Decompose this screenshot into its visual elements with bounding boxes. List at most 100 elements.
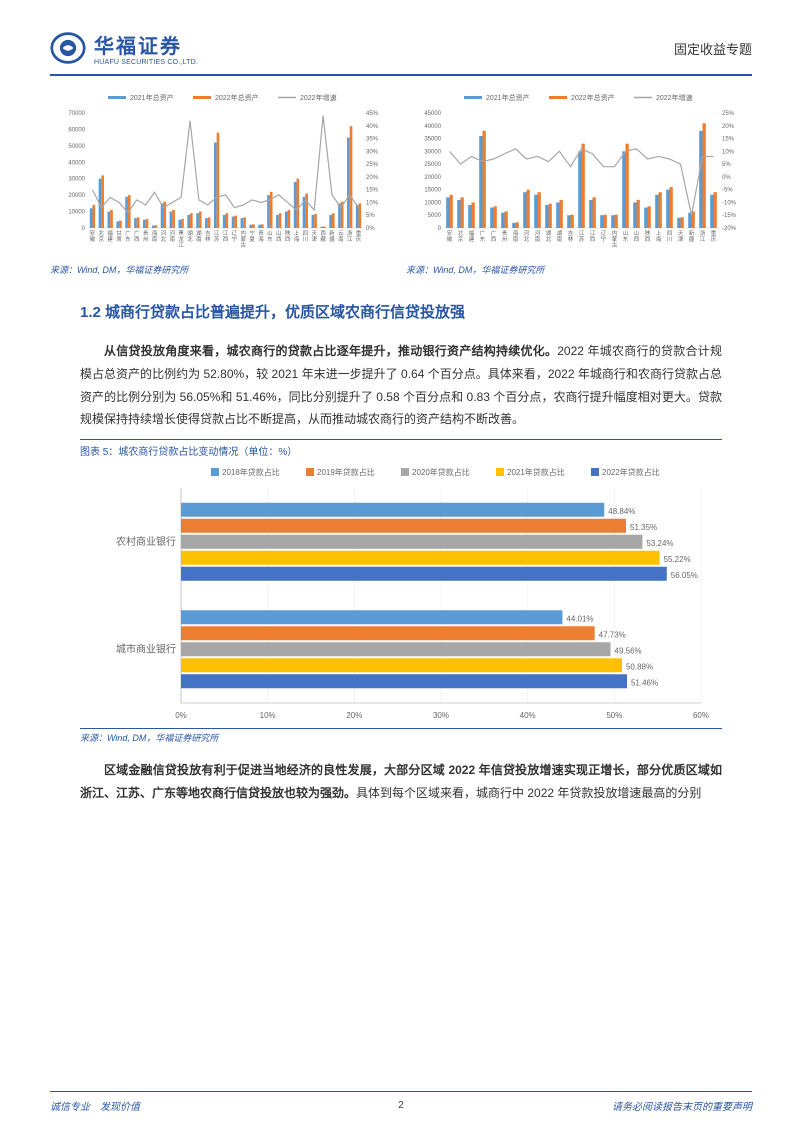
svg-text:50000: 50000 — [68, 144, 85, 150]
svg-text:广: 广 — [134, 229, 140, 237]
chart-left: 2021年总资产2022年总资产2022年增速01000020000300004… — [50, 91, 396, 256]
svg-text:-15%: -15% — [722, 213, 737, 219]
svg-text:北: 北 — [524, 235, 530, 243]
svg-text:京: 京 — [99, 235, 105, 243]
source-hbar: 来源：Wind, DM，华福证券研究所 — [80, 728, 722, 744]
svg-text:内: 内 — [240, 229, 246, 237]
svg-text:东: 东 — [623, 235, 629, 243]
svg-text:青: 青 — [258, 229, 264, 237]
svg-text:南: 南 — [535, 235, 541, 243]
svg-text:2019年贷款占比: 2019年贷款占比 — [317, 467, 375, 477]
svg-text:海: 海 — [513, 229, 519, 237]
svg-text:0%: 0% — [722, 175, 731, 181]
svg-text:上: 上 — [656, 229, 662, 237]
svg-text:新: 新 — [329, 229, 335, 237]
svg-text:51.46%: 51.46% — [631, 678, 658, 687]
svg-text:东: 东 — [125, 235, 131, 243]
svg-text:-10%: -10% — [722, 200, 737, 206]
svg-text:0%: 0% — [366, 226, 375, 232]
svg-text:西: 西 — [134, 236, 140, 243]
svg-text:30000: 30000 — [68, 177, 85, 183]
svg-text:2022年总资产: 2022年总资产 — [571, 93, 615, 102]
svg-text:海: 海 — [294, 235, 300, 243]
svg-text:2022年贷款占比: 2022年贷款占比 — [602, 467, 660, 477]
svg-text:20000: 20000 — [68, 193, 85, 199]
p1-bold: 从信贷投放角度来看，城农商行的贷款占比逐年提升，推动银行资产结构持续优化。 — [104, 344, 557, 358]
svg-text:-20%: -20% — [722, 226, 737, 232]
svg-text:蒙: 蒙 — [240, 235, 246, 243]
page-header: 华福证券 HUAFU SECURITIES CO.,LTD. 固定收益专题 — [50, 30, 752, 76]
svg-text:重: 重 — [356, 229, 362, 237]
source-left: 来源：Wind, DM，华福证券研究所 — [50, 263, 396, 276]
chart-right: 2021年总资产2022年总资产2022年增速05000100001500020… — [406, 91, 752, 256]
p2-rest: 具体到每个区域来看，城商行中 2022 年贷款投放增速最高的分别 — [356, 786, 701, 800]
svg-text:2022年增速: 2022年增速 — [300, 93, 337, 102]
svg-text:西: 西 — [491, 236, 497, 243]
svg-text:江: 江 — [178, 242, 184, 249]
svg-text:20%: 20% — [366, 175, 379, 181]
svg-text:贵: 贵 — [502, 229, 508, 237]
svg-text:龙: 龙 — [178, 235, 184, 243]
svg-text:50.88%: 50.88% — [626, 662, 653, 671]
svg-text:海: 海 — [152, 229, 158, 237]
svg-text:城市商业银行: 城市商业银行 — [116, 642, 176, 655]
svg-text:2020年贷款占比: 2020年贷款占比 — [412, 467, 470, 477]
svg-text:45000: 45000 — [424, 111, 441, 117]
svg-text:疆: 疆 — [689, 236, 695, 243]
svg-text:南: 南 — [338, 235, 344, 243]
svg-text:53.24%: 53.24% — [646, 539, 673, 548]
svg-text:5%: 5% — [366, 213, 375, 219]
svg-text:15%: 15% — [722, 137, 735, 143]
footer-left: 诚信专业 发现价值 — [50, 1098, 140, 1113]
svg-text:黑: 黑 — [178, 230, 184, 237]
svg-text:重: 重 — [711, 229, 717, 237]
svg-text:70000: 70000 — [68, 111, 85, 117]
svg-text:江: 江 — [700, 236, 706, 243]
svg-text:南: 南 — [557, 235, 563, 243]
svg-text:60000: 60000 — [68, 127, 85, 133]
svg-text:50%: 50% — [606, 711, 622, 720]
svg-text:44.01%: 44.01% — [566, 614, 593, 623]
svg-text:上: 上 — [294, 229, 300, 237]
svg-text:陕: 陕 — [285, 229, 291, 237]
svg-text:10000: 10000 — [68, 210, 85, 216]
svg-text:40%: 40% — [520, 711, 536, 720]
svg-text:蒙: 蒙 — [612, 235, 618, 243]
svg-text:庆: 庆 — [711, 235, 717, 243]
svg-text:山: 山 — [267, 229, 273, 237]
svg-text:西: 西 — [320, 230, 326, 237]
svg-text:浙: 浙 — [700, 229, 706, 237]
svg-text:河: 河 — [161, 229, 167, 237]
header-topic: 固定收益专题 — [674, 39, 752, 58]
svg-text:25%: 25% — [366, 162, 379, 168]
svg-text:20000: 20000 — [424, 175, 441, 181]
svg-text:江: 江 — [214, 230, 220, 237]
svg-text:2022年总资产: 2022年总资产 — [215, 93, 259, 102]
svg-text:东: 东 — [267, 235, 273, 243]
svg-text:天: 天 — [311, 230, 317, 237]
hbar-chart: 2018年贷款占比2019年贷款占比2020年贷款占比2021年贷款占比2022… — [170, 463, 712, 723]
svg-text:湖: 湖 — [196, 229, 202, 237]
svg-text:40000: 40000 — [68, 160, 85, 166]
svg-text:苏: 苏 — [579, 235, 585, 243]
svg-text:北: 北 — [187, 235, 193, 243]
svg-text:西: 西 — [276, 236, 282, 243]
svg-text:山: 山 — [623, 229, 629, 237]
footer-page: 2 — [398, 1100, 404, 1111]
svg-text:福: 福 — [469, 229, 475, 237]
svg-text:10000: 10000 — [424, 200, 441, 206]
svg-text:津: 津 — [311, 236, 317, 243]
svg-text:0: 0 — [438, 226, 442, 232]
svg-text:新: 新 — [689, 229, 695, 237]
svg-text:55.22%: 55.22% — [664, 555, 691, 564]
footer: 诚信专业 发现价值 2 请务必阅读报告末页的重要声明 — [50, 1091, 752, 1113]
svg-text:西: 西 — [223, 236, 229, 243]
svg-text:南: 南 — [196, 235, 202, 243]
svg-text:南: 南 — [513, 235, 519, 243]
svg-text:25000: 25000 — [424, 162, 441, 168]
svg-text:河: 河 — [535, 229, 541, 237]
svg-text:西: 西 — [285, 236, 291, 243]
svg-text:北: 北 — [546, 235, 552, 243]
svg-text:天: 天 — [678, 230, 684, 237]
svg-text:江: 江 — [579, 230, 585, 237]
